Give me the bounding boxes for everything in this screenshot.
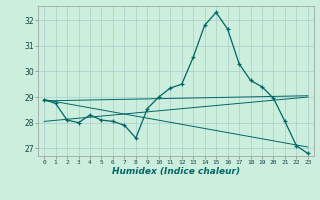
- X-axis label: Humidex (Indice chaleur): Humidex (Indice chaleur): [112, 167, 240, 176]
